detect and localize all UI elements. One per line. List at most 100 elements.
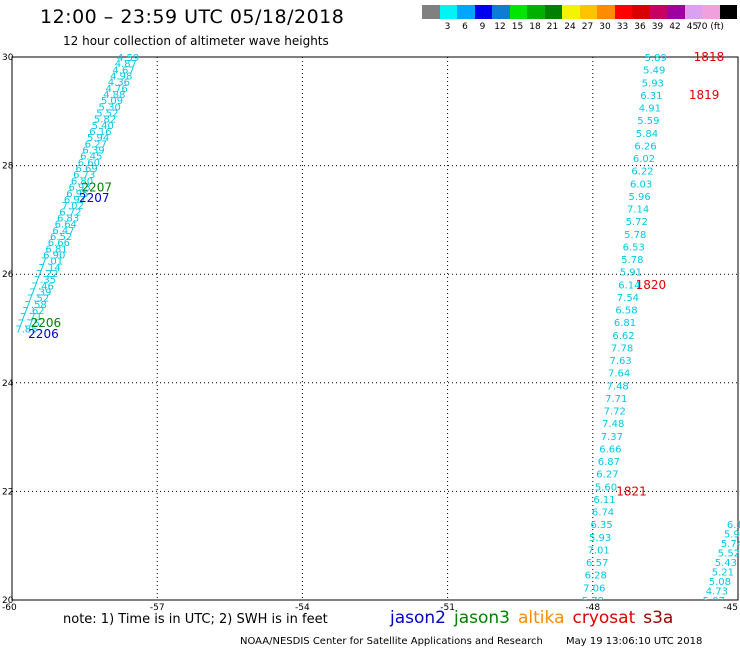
wave-height-value: 7.22 [36, 269, 58, 280]
wave-height-value: 6.31 [640, 91, 662, 102]
wave-height-value: 6.39 [82, 146, 104, 157]
wave-height-value: 7.01 [41, 257, 63, 268]
credit-text: NOAA/NESDIS Center for Satellite Applica… [240, 636, 543, 647]
wave-height-value: 7.48 [607, 381, 629, 392]
color-scale-label: 3 [444, 22, 451, 32]
wave-height-value: 7.06 [583, 583, 605, 594]
data-layer: 4.594.874.674.984.364.764.885.095.305.52… [15, 50, 740, 607]
legend-item-jason2: jason2 [390, 608, 446, 628]
wave-height-value: 5.09 [101, 96, 123, 107]
wave-height-value: 4.76 [105, 84, 127, 95]
wave-height-value: 6.16 [89, 127, 111, 138]
color-swatch [719, 5, 737, 19]
pass-time-label: 2207 [79, 191, 110, 205]
wave-height-value: 6.66 [48, 238, 70, 249]
color-swatch [457, 5, 475, 19]
wave-height-value: 7.58 [25, 300, 47, 311]
color-scale-label: 45 [686, 22, 699, 32]
wave-height-value: 6.47 [52, 226, 74, 237]
wave-height-value: 6.26 [634, 141, 656, 152]
wave-height-value: 6.81 [45, 244, 67, 255]
chart-title: 12:00 – 23:59 UTC 05/18/2018 [40, 6, 345, 28]
wave-height-value: 6.03 [630, 179, 652, 190]
chart-subtitle: 12 hour collection of altimeter wave hei… [63, 34, 329, 48]
wave-height-value: 5.72 [626, 217, 648, 228]
color-swatch [527, 5, 545, 19]
wave-height-value: 7.14 [627, 205, 649, 216]
wave-height-value: 5.94 [87, 133, 109, 144]
wave-height-value: 5.40 [92, 121, 114, 132]
color-swatch [684, 5, 702, 19]
legend-item-jason3: jason3 [454, 608, 510, 628]
pass-time-label: 1818 [694, 50, 725, 64]
credit-line: NOAA/NESDIS Center for Satellite Applica… [240, 636, 702, 647]
color-scale-label: 27 [581, 22, 594, 32]
wave-height-value: 7.37 [601, 432, 623, 443]
wave-height-value: 7.35 [34, 275, 56, 286]
wave-height-value: 6.72 [59, 207, 81, 218]
x-tick-label: -51 [440, 603, 455, 613]
generated-timestamp: May 19 13:06:10 UTC 2018 [566, 636, 703, 647]
x-tick-label: -48 [585, 603, 600, 613]
wave-height-value: 7.54 [617, 293, 639, 304]
wave-height-value: 7.01 [588, 545, 610, 556]
color-swatch [509, 5, 527, 19]
wave-height-value: 7.71 [605, 394, 627, 405]
color-scale-labels: 3 6 9 12 15 18 21 24 27 30 33 36 39 42 45 70 (ft) [422, 22, 740, 34]
color-swatch [597, 5, 615, 19]
wave-height-value: 6.83 [57, 213, 79, 224]
color-scale-label: 18 [529, 22, 541, 32]
wave-height-value: 4.36 [108, 78, 130, 89]
wave-height-value: 5.08 [709, 577, 731, 588]
wave-height-value: 5.49 [643, 66, 665, 77]
wave-height-value: 5.84 [636, 129, 658, 140]
wave-height-value: 7.02 [62, 201, 84, 212]
color-scale-label: 9 [479, 22, 486, 32]
color-swatch [439, 5, 457, 19]
wave-height-value: 7.39 [29, 287, 51, 298]
color-swatch [474, 5, 492, 19]
wave-height-value: 6.57 [586, 558, 608, 569]
wave-height-value: 6.27 [596, 470, 618, 481]
wave-height-value: 6.52 [50, 232, 72, 243]
color-swatch [562, 5, 580, 19]
wave-height-value: 4.73 [706, 586, 728, 597]
wave-height-value: 6.02 [633, 154, 655, 165]
y-tick-label: 28 [2, 162, 14, 172]
x-tick-label: -57 [150, 603, 165, 613]
wave-height-value: 5.82 [94, 115, 116, 126]
color-scale-label: 24 [564, 22, 576, 32]
y-tick-label: 22 [2, 487, 13, 497]
wave-height-value: 5.78 [624, 230, 646, 241]
color-scale-label: 6 [462, 22, 468, 32]
wave-height-value: 7.48 [602, 419, 624, 430]
wave-height-value: 5.93 [589, 533, 611, 544]
pass-time-label: 2207 [81, 180, 112, 194]
wave-height-value: 5.07 [703, 596, 725, 607]
wave-height-value: 6.35 [590, 520, 612, 531]
wave-height-value: 6.45 [80, 152, 102, 163]
x-tick-label: -45 [723, 603, 738, 613]
legend-item-altika: altika [518, 608, 565, 628]
wave-height-value: 6.62 [612, 331, 634, 342]
legend-item-s3a: s3a [643, 608, 674, 628]
wave-height-value: 6.53 [623, 242, 645, 253]
color-scale-label: 15 [511, 22, 524, 32]
plot-frame [11, 56, 739, 601]
color-scale-label: 70 (ft) [696, 22, 724, 32]
color-swatch [422, 5, 440, 19]
color-scale-bar [422, 5, 737, 19]
wave-height-value: 6.69 [75, 164, 97, 175]
wave-height-value: 5.30 [99, 102, 121, 113]
wave-height-value: 5.43 [715, 558, 737, 569]
wave-height-value: 7.85 [15, 325, 37, 336]
color-scale-label: 33 [616, 22, 629, 32]
wave-height-value: 6.11 [593, 495, 615, 506]
wave-height-value: 4.87 [115, 59, 137, 70]
wave-height-value: 6.73 [73, 170, 95, 181]
wave-height-value: 4.88 [103, 90, 125, 101]
legend-item-cryosat: cryosat [572, 608, 636, 628]
wave-height-value: 5.89 [645, 53, 667, 64]
wave-height-value: 7.64 [608, 369, 630, 380]
